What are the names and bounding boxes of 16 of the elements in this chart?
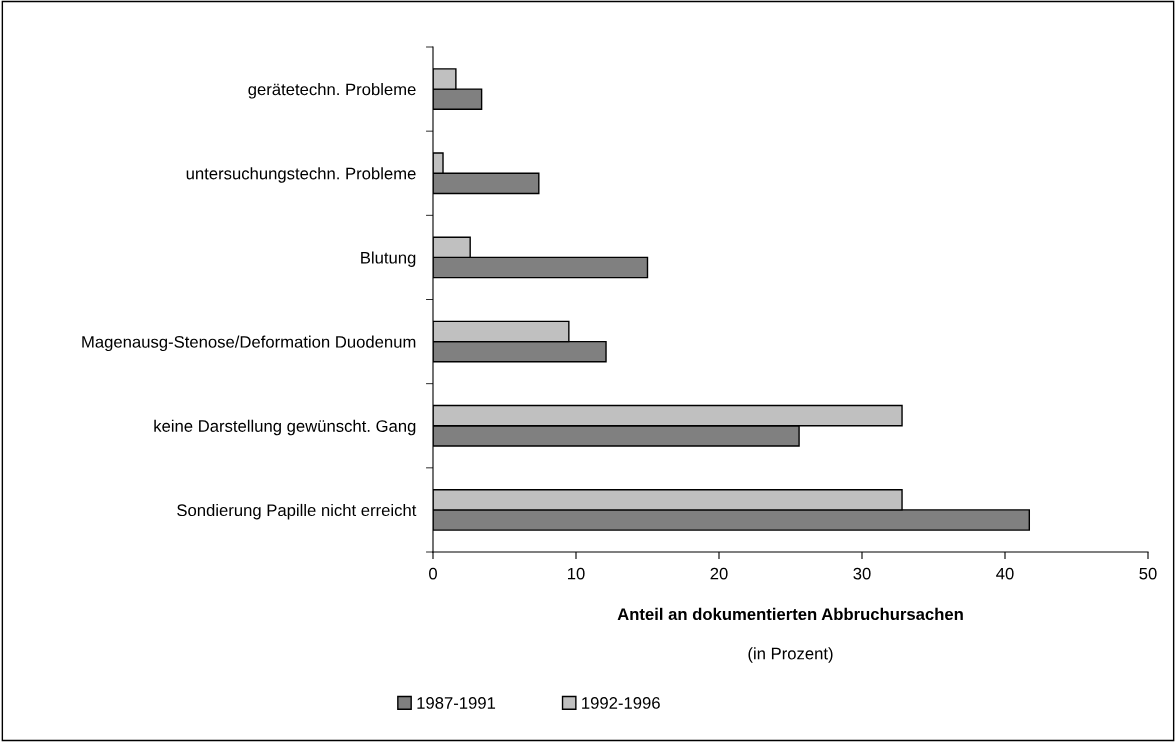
x-tick-label: 40 xyxy=(996,567,1014,580)
x-tick-label: 10 xyxy=(568,567,585,580)
y-tick-label: Blutung xyxy=(361,251,416,267)
x-axis-title: Anteil an dokumentierten Abbruchursachen xyxy=(617,607,963,621)
x-tick-label: 20 xyxy=(710,567,728,580)
y-tick-label: untersuchungstechn. Probleme xyxy=(186,167,416,183)
text: (in Prozent) xyxy=(748,647,833,663)
y-tick-label: Magenausg-Stenose/Deformation Duodenum xyxy=(82,335,416,352)
y-tick-label: gerätetechn. Probleme xyxy=(248,83,416,99)
x-tick-label: 30 xyxy=(853,567,871,580)
y-tick-label: keine Darstellung gewünscht. Gang xyxy=(154,419,416,436)
y-tick-label: Sondierung Papille nicht erreicht xyxy=(177,503,417,520)
x-tick-label: 50 xyxy=(1139,567,1157,580)
x-tick-label: 0 xyxy=(429,567,437,580)
legend-label: 1992-1996 xyxy=(582,697,660,709)
legend-label: 1987-1991 xyxy=(417,697,496,709)
